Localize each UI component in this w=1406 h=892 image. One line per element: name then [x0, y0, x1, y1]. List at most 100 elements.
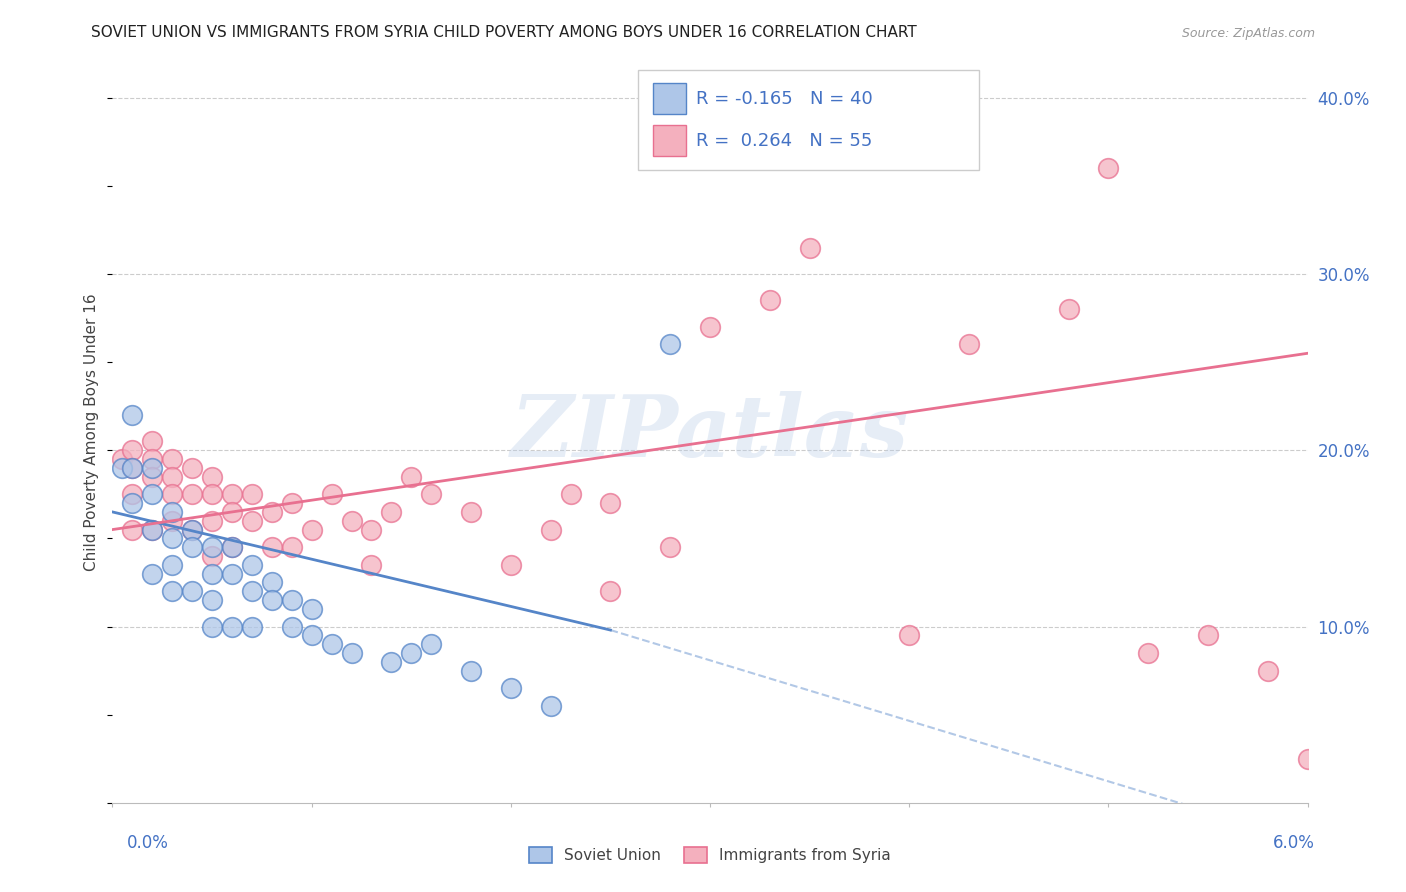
Point [221, 566, 243, 581]
Point [759, 293, 782, 308]
Point [181, 584, 204, 599]
Text: R =  0.264   N = 55: R = 0.264 N = 55 [696, 132, 872, 150]
Point [162, 584, 183, 599]
Point [1137, 646, 1160, 660]
Point [221, 505, 243, 519]
Point [599, 584, 621, 599]
Point [281, 619, 304, 633]
Point [181, 461, 204, 475]
Point [260, 593, 283, 607]
Point [340, 514, 363, 528]
Point [201, 469, 224, 483]
Point [301, 523, 323, 537]
Point [121, 487, 143, 501]
Point [162, 532, 183, 546]
Point [260, 540, 283, 554]
Point [1097, 161, 1119, 176]
Point [162, 514, 183, 528]
Legend: Soviet Union, Immigrants from Syria: Soviet Union, Immigrants from Syria [523, 841, 897, 869]
Point [162, 558, 183, 572]
Point [121, 496, 143, 510]
Point [957, 337, 980, 351]
Point [1296, 752, 1319, 766]
Point [659, 337, 682, 351]
Point [201, 487, 224, 501]
Y-axis label: Child Poverty Among Boys Under 16: Child Poverty Among Boys Under 16 [84, 293, 100, 572]
Point [201, 540, 224, 554]
Point [499, 558, 522, 572]
Point [898, 628, 921, 642]
Bar [652, 83, 686, 114]
Text: R = -0.165   N = 40: R = -0.165 N = 40 [696, 90, 873, 108]
Point [380, 655, 402, 669]
Point [111, 461, 134, 475]
Point [141, 566, 163, 581]
Point [281, 540, 304, 554]
Point [221, 540, 243, 554]
Point [201, 593, 224, 607]
Point [460, 664, 482, 678]
FancyBboxPatch shape [638, 70, 979, 169]
Point [221, 487, 243, 501]
Point [162, 505, 183, 519]
Text: Source: ZipAtlas.com: Source: ZipAtlas.com [1181, 27, 1315, 40]
Point [1197, 628, 1219, 642]
Point [121, 461, 143, 475]
Point [181, 523, 204, 537]
Point [162, 487, 183, 501]
Text: SOVIET UNION VS IMMIGRANTS FROM SYRIA CHILD POVERTY AMONG BOYS UNDER 16 CORRELAT: SOVIET UNION VS IMMIGRANTS FROM SYRIA CH… [91, 25, 917, 40]
Point [281, 593, 304, 607]
Point [240, 558, 263, 572]
Point [141, 452, 163, 467]
Text: 6.0%: 6.0% [1272, 834, 1315, 852]
Point [460, 505, 482, 519]
Bar [652, 126, 686, 156]
Point [240, 487, 263, 501]
Point [181, 540, 204, 554]
Point [111, 452, 134, 467]
Point [540, 698, 562, 713]
Point [162, 452, 183, 467]
Point [181, 487, 204, 501]
Point [201, 619, 224, 633]
Point [1057, 302, 1080, 317]
Point [540, 523, 562, 537]
Point [141, 523, 163, 537]
Point [121, 523, 143, 537]
Point [560, 487, 582, 501]
Point [401, 646, 423, 660]
Point [260, 575, 283, 590]
Point [420, 487, 443, 501]
Text: ZIPatlas: ZIPatlas [510, 391, 910, 475]
Point [162, 469, 183, 483]
Point [321, 637, 343, 651]
Point [141, 434, 163, 449]
Point [201, 566, 224, 581]
Point [1257, 664, 1279, 678]
Text: 0.0%: 0.0% [127, 834, 169, 852]
Point [599, 496, 621, 510]
Point [360, 558, 382, 572]
Point [301, 602, 323, 616]
Point [340, 646, 363, 660]
Point [380, 505, 402, 519]
Point [201, 549, 224, 563]
Point [260, 505, 283, 519]
Point [420, 637, 443, 651]
Point [141, 461, 163, 475]
Point [699, 319, 721, 334]
Point [799, 240, 821, 255]
Point [301, 628, 323, 642]
Point [141, 487, 163, 501]
Point [240, 514, 263, 528]
Point [240, 584, 263, 599]
Point [141, 469, 163, 483]
Point [360, 523, 382, 537]
Point [321, 487, 343, 501]
Point [499, 681, 522, 696]
Point [240, 619, 263, 633]
Point [401, 469, 423, 483]
Point [221, 619, 243, 633]
Point [121, 443, 143, 458]
Point [201, 514, 224, 528]
